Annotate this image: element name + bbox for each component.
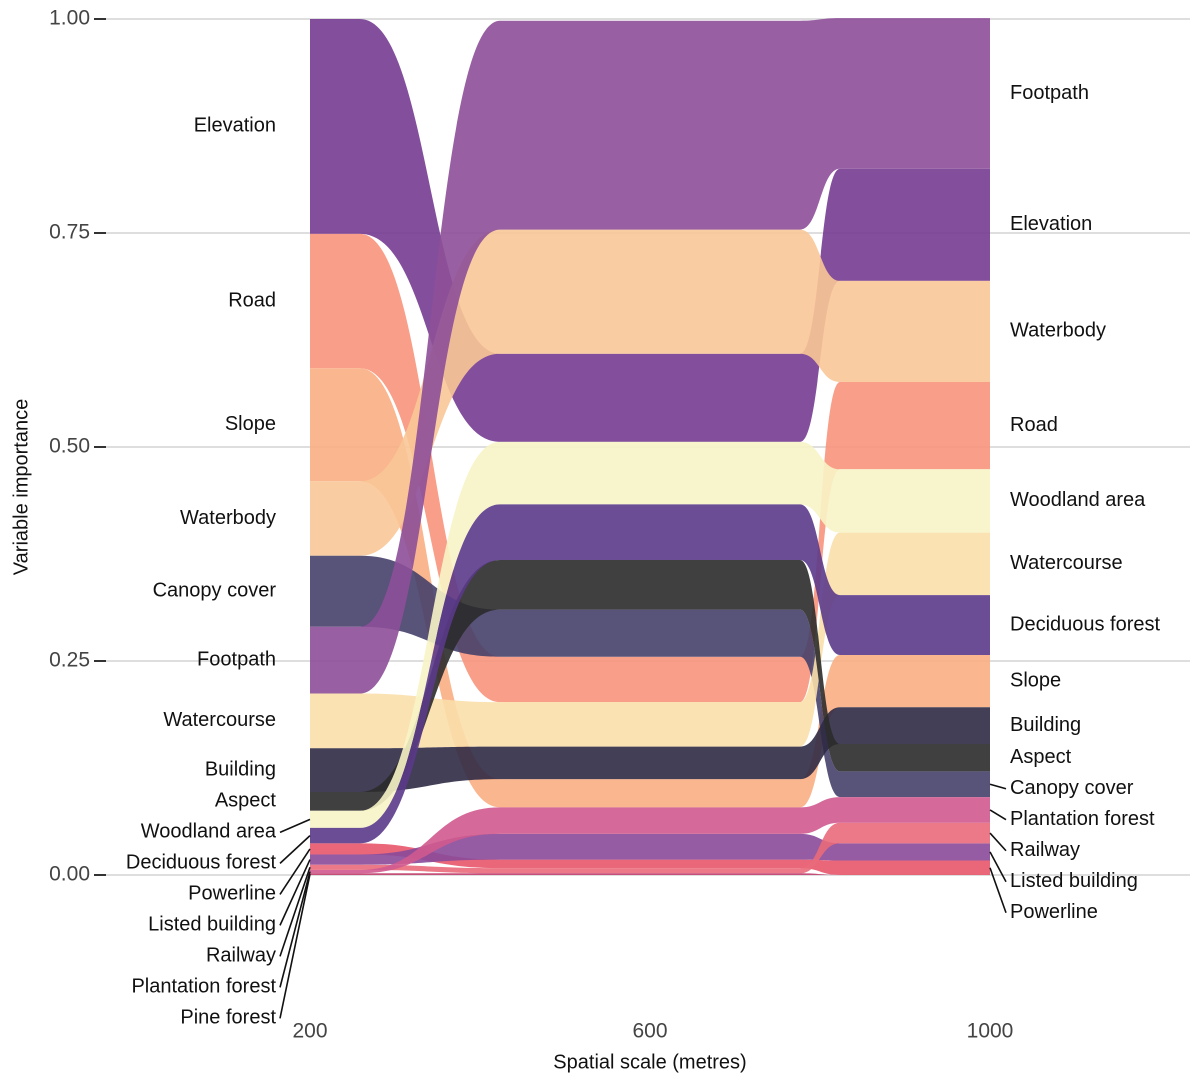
grid: 0.00 0.25 0.50 0.75 1.00 200 600 1000 [49, 7, 1190, 1043]
stratum-label: Woodland area [141, 821, 277, 843]
stratum-label: Watercourse [163, 709, 276, 731]
flow [310, 555, 990, 798]
x-tick-label: 1000 [967, 1020, 1014, 1043]
flow [310, 797, 990, 874]
stratum-label: Elevation [194, 115, 276, 137]
stratum-label: Road [1010, 414, 1058, 436]
stratum-label: Footpath [197, 648, 276, 670]
flow [310, 532, 990, 749]
stratum-label: Aspect [215, 790, 277, 812]
flow [310, 707, 990, 792]
stratum-label: Elevation [1010, 213, 1092, 235]
stratum-label: Listed building [148, 914, 276, 936]
stratum-label: Building [1010, 714, 1081, 736]
y-tick-label: 0.25 [49, 649, 90, 672]
labels: Elevation Road Slope Waterbody Canopy cover F… [126, 82, 1161, 1029]
x-tick-label: 200 [292, 1020, 327, 1043]
stratum-label: Slope [1010, 669, 1061, 691]
stratum-label: Powerline [1010, 901, 1098, 923]
leader-line [989, 832, 1007, 852]
stratum-label: Plantation forest [131, 976, 276, 998]
stratum-label: Railway [1010, 839, 1080, 861]
flow [310, 368, 990, 808]
stratum-label: Pine forest [180, 1007, 276, 1029]
stratum-label: Road [228, 289, 276, 311]
stratum-label: Railway [206, 945, 276, 967]
stratum-label: Footpath [1010, 82, 1089, 104]
flow [310, 18, 990, 694]
leader-line [989, 783, 1007, 790]
stratum-label: Watercourse [1010, 552, 1123, 574]
flow [310, 504, 990, 844]
y-tick-label: 0.75 [49, 221, 90, 244]
leader-line [989, 851, 1007, 883]
stratum-label: Waterbody [1010, 320, 1106, 342]
y-tick-label: 1.00 [49, 7, 90, 30]
stratum-label: Canopy cover [1010, 777, 1134, 799]
stratum-label: Deciduous forest [1010, 613, 1161, 635]
stratum-label: Listed building [1010, 870, 1138, 892]
flows [310, 18, 990, 875]
stratum-label: Building [205, 758, 276, 780]
leader-line [989, 809, 1007, 821]
flow [310, 229, 990, 556]
stratum-label: Deciduous forest [126, 852, 277, 874]
y-tick-label: 0.50 [49, 435, 90, 458]
stratum-label: Woodland area [1010, 489, 1146, 511]
leader-line [279, 871, 311, 988]
stratum-label: Powerline [188, 883, 276, 905]
stratum-label: Waterbody [180, 507, 276, 529]
stratum-label: Canopy cover [153, 580, 277, 602]
y-axis-title: Variable importance [10, 399, 32, 575]
x-tick-label: 600 [632, 1020, 667, 1043]
y-tick-label: 0.00 [49, 863, 90, 886]
stratum-label: Plantation forest [1010, 808, 1155, 830]
flow [310, 822, 990, 874]
leader-line [279, 848, 311, 895]
flow [310, 441, 990, 828]
leader-line [279, 818, 311, 834]
leader-line [279, 835, 311, 864]
leader-line [279, 867, 311, 957]
stratum-label: Slope [225, 413, 276, 435]
leader-line [279, 873, 311, 1019]
x-axis-title: Spatial scale (metres) [553, 1051, 746, 1073]
leader-line [989, 867, 1007, 913]
flow [310, 843, 990, 875]
stratum-label: Aspect [1010, 746, 1072, 768]
flow [310, 873, 990, 875]
leader-line [279, 859, 311, 926]
